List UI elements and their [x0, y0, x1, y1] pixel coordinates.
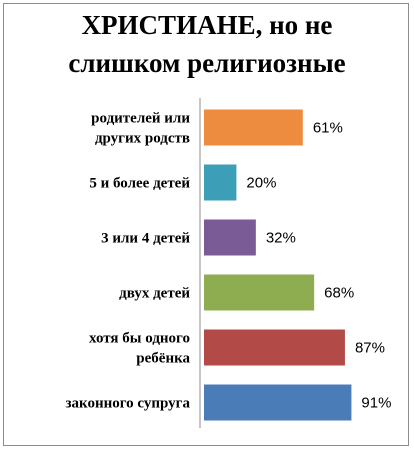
category-label-5-0: законного супруга: [65, 396, 190, 412]
value-label-5: 91%: [361, 395, 391, 412]
category-label-2-0: 3 или 4 детей: [101, 231, 190, 247]
category-label-3-0: двух детей: [119, 286, 190, 302]
value-label-1: 20%: [246, 175, 276, 192]
bar-3: [204, 274, 315, 311]
category-label-1-0: 5 и более детей: [89, 176, 190, 192]
bar-4: [204, 329, 345, 366]
chart-title: ХРИСТИАНЕ, но не слишком религиозные: [0, 6, 414, 82]
bar-2: [204, 219, 256, 256]
category-label-4-0: хотя бы одного: [89, 331, 190, 347]
chart-title-line-2: слишком религиозные: [68, 48, 346, 78]
value-label-0: 61%: [313, 120, 343, 137]
value-label-3: 68%: [324, 285, 354, 302]
bar-5: [204, 384, 352, 421]
chart-title-line-1: ХРИСТИАНЕ, но не: [81, 10, 333, 40]
value-label-4: 87%: [355, 340, 385, 357]
bar-1: [204, 164, 237, 201]
category-label-4-1: ребёнка: [136, 351, 190, 367]
value-label-2: 32%: [266, 230, 296, 247]
bar-0: [204, 109, 303, 146]
category-label-0-0: родителей или: [91, 111, 190, 127]
bars-group: 61% родителей или других родств 20% 5 и боле…: [65, 109, 391, 421]
category-label-0-1: других родств: [95, 131, 190, 147]
